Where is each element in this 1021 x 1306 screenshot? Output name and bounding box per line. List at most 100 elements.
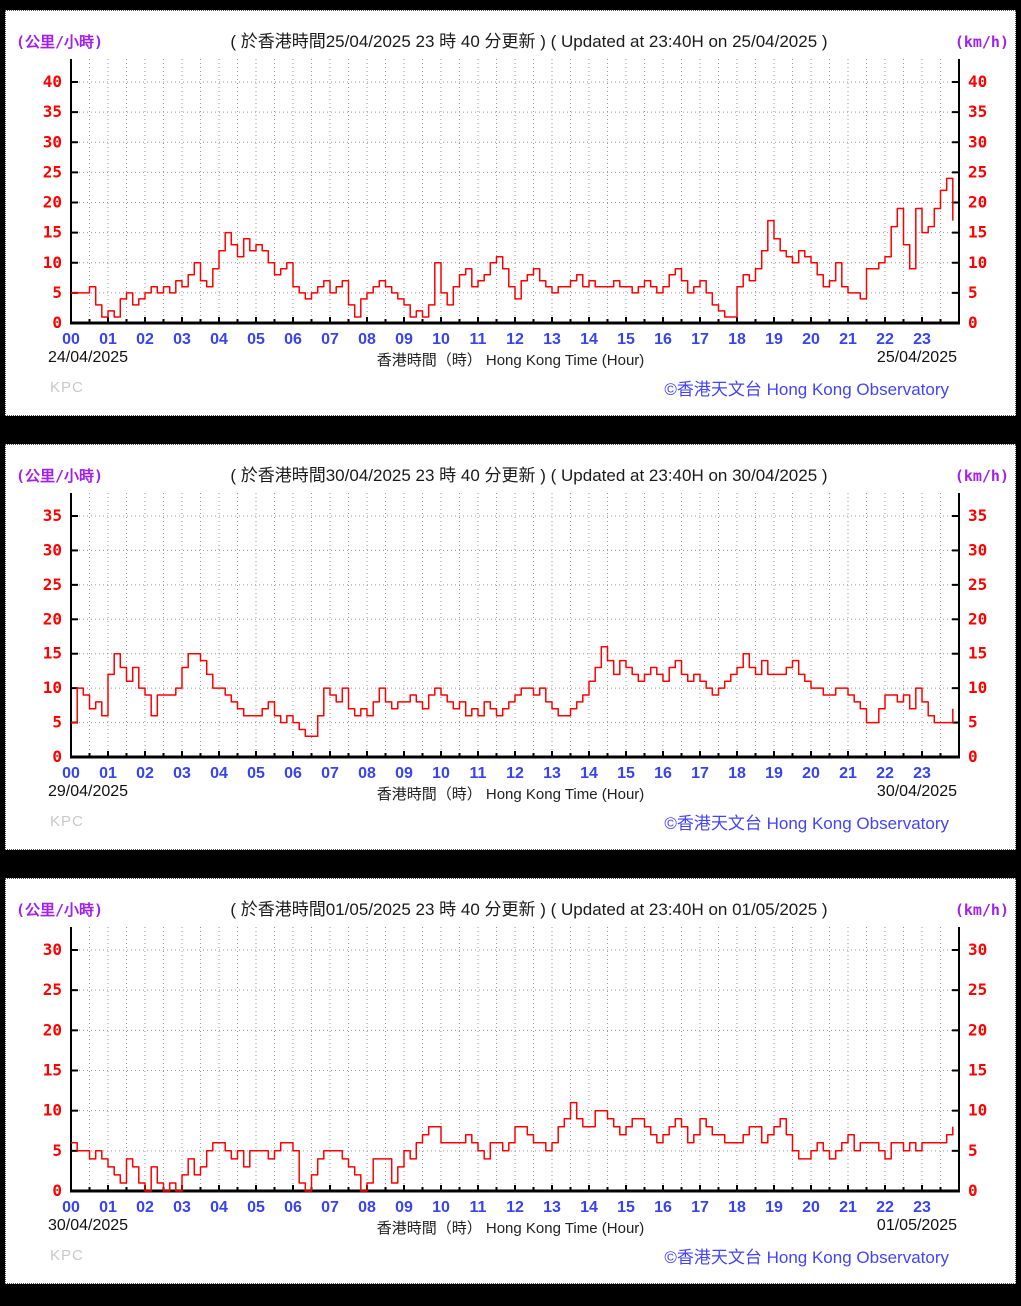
svg-text:10: 10 — [432, 1199, 450, 1216]
station-watermark: KPC — [50, 813, 84, 830]
svg-text:16: 16 — [654, 331, 672, 348]
svg-text:11: 11 — [470, 765, 487, 782]
svg-text:5: 5 — [52, 713, 62, 732]
svg-text:07: 07 — [321, 1199, 339, 1216]
svg-text:22: 22 — [876, 1199, 894, 1216]
svg-text:23: 23 — [913, 331, 931, 348]
svg-text:35: 35 — [43, 506, 62, 525]
svg-text:18: 18 — [728, 765, 746, 782]
credit-row: KPC ©香港天文台 Hong Kong Observatory — [6, 1241, 1015, 1271]
svg-text:0: 0 — [52, 1181, 62, 1200]
svg-text:10: 10 — [968, 1101, 987, 1120]
svg-text:06: 06 — [284, 331, 302, 348]
svg-text:19: 19 — [765, 1199, 783, 1216]
wind-speed-chart-panel-2: (公里/小時) ( 於香港時間30/04/2025 23 時 40 分更新 ) … — [5, 444, 1016, 850]
observatory-copyright-link[interactable]: ©香港天文台 Hong Kong Observatory — [664, 1248, 949, 1267]
svg-text:40: 40 — [43, 72, 62, 91]
svg-text:30: 30 — [43, 940, 62, 959]
svg-text:20: 20 — [43, 609, 62, 628]
svg-text:05: 05 — [247, 765, 265, 782]
svg-text:18: 18 — [728, 331, 746, 348]
station-watermark: KPC — [50, 1247, 84, 1264]
svg-text:15: 15 — [617, 331, 635, 348]
start-date-label: 30/04/2025 — [48, 1217, 129, 1234]
start-date-label: 24/04/2025 — [48, 349, 129, 366]
svg-text:30: 30 — [968, 132, 987, 151]
svg-text:17: 17 — [691, 765, 709, 782]
unit-left-label: (公里/小時) — [16, 901, 104, 919]
x-axis-label: 香港時間（時） Hong Kong Time (Hour) — [376, 786, 645, 803]
svg-text:20: 20 — [968, 1020, 987, 1039]
svg-text:11: 11 — [470, 331, 487, 348]
svg-text:12: 12 — [506, 1199, 524, 1216]
svg-text:05: 05 — [247, 331, 265, 348]
unit-right-label: (km/h) — [954, 467, 1009, 485]
svg-text:20: 20 — [802, 331, 820, 348]
svg-text:10: 10 — [968, 253, 987, 272]
svg-text:09: 09 — [395, 765, 413, 782]
svg-text:10: 10 — [43, 1101, 62, 1120]
svg-text:01: 01 — [99, 1199, 117, 1216]
svg-text:13: 13 — [543, 765, 561, 782]
svg-text:20: 20 — [43, 193, 62, 212]
svg-text:0: 0 — [968, 1181, 978, 1200]
x-axis-label: 香港時間（時） Hong Kong Time (Hour) — [376, 1220, 645, 1237]
observatory-copyright-link[interactable]: ©香港天文台 Hong Kong Observatory — [664, 380, 949, 399]
svg-text:08: 08 — [358, 331, 376, 348]
svg-text:30: 30 — [968, 540, 987, 559]
svg-text:15: 15 — [43, 223, 62, 242]
svg-text:18: 18 — [728, 1199, 746, 1216]
svg-text:15: 15 — [617, 1199, 635, 1216]
credit-row: KPC ©香港天文台 Hong Kong Observatory — [6, 807, 1015, 837]
svg-text:21: 21 — [839, 1199, 857, 1216]
svg-text:5: 5 — [52, 1141, 62, 1160]
svg-text:09: 09 — [395, 1199, 413, 1216]
svg-text:10: 10 — [432, 765, 450, 782]
svg-text:5: 5 — [968, 713, 978, 732]
svg-text:07: 07 — [321, 331, 339, 348]
svg-text:04: 04 — [210, 765, 228, 782]
x-axis-label: 香港時間（時） Hong Kong Time (Hour) — [376, 352, 645, 369]
svg-text:40: 40 — [968, 72, 987, 91]
wind-speed-chart-panel-3: (公里/小時) ( 於香港時間01/05/2025 23 時 40 分更新 ) … — [5, 878, 1016, 1284]
svg-text:0: 0 — [968, 313, 978, 332]
chart-header: (公里/小時) ( 於香港時間25/04/2025 23 時 40 分更新 ) … — [6, 11, 1015, 53]
svg-text:12: 12 — [506, 331, 524, 348]
x-axis-footer: 香港時間（時） Hong Kong Time (Hour) 24/04/2025… — [6, 349, 1015, 373]
svg-text:20: 20 — [802, 1199, 820, 1216]
svg-text:15: 15 — [617, 765, 635, 782]
svg-text:15: 15 — [968, 1061, 987, 1080]
svg-text:02: 02 — [136, 765, 154, 782]
svg-text:25: 25 — [968, 980, 987, 999]
svg-text:35: 35 — [968, 102, 987, 121]
chart-title: ( 於香港時間25/04/2025 23 時 40 分更新 ) ( Update… — [230, 32, 828, 51]
svg-text:15: 15 — [43, 644, 62, 663]
svg-text:19: 19 — [765, 765, 783, 782]
svg-text:23: 23 — [913, 1199, 931, 1216]
svg-text:13: 13 — [543, 331, 561, 348]
svg-text:19: 19 — [765, 331, 783, 348]
svg-text:06: 06 — [284, 1199, 302, 1216]
svg-text:0: 0 — [968, 747, 978, 766]
svg-text:15: 15 — [43, 1061, 62, 1080]
svg-text:21: 21 — [839, 765, 857, 782]
svg-text:03: 03 — [173, 331, 191, 348]
svg-text:00: 00 — [62, 765, 80, 782]
svg-text:10: 10 — [968, 678, 987, 697]
svg-text:02: 02 — [136, 1199, 154, 1216]
start-date-label: 29/04/2025 — [48, 783, 129, 800]
chart-title: ( 於香港時間01/05/2025 23 時 40 分更新 ) ( Update… — [230, 900, 828, 919]
svg-text:00: 00 — [62, 331, 80, 348]
end-date-label: 30/04/2025 — [876, 783, 957, 800]
svg-text:25: 25 — [968, 162, 987, 181]
svg-text:35: 35 — [968, 506, 987, 525]
svg-text:05: 05 — [247, 1199, 265, 1216]
observatory-copyright-link[interactable]: ©香港天文台 Hong Kong Observatory — [664, 814, 949, 833]
svg-text:25: 25 — [968, 575, 987, 594]
svg-text:25: 25 — [43, 980, 62, 999]
svg-text:16: 16 — [654, 765, 672, 782]
svg-text:08: 08 — [358, 1199, 376, 1216]
svg-text:13: 13 — [543, 1199, 561, 1216]
